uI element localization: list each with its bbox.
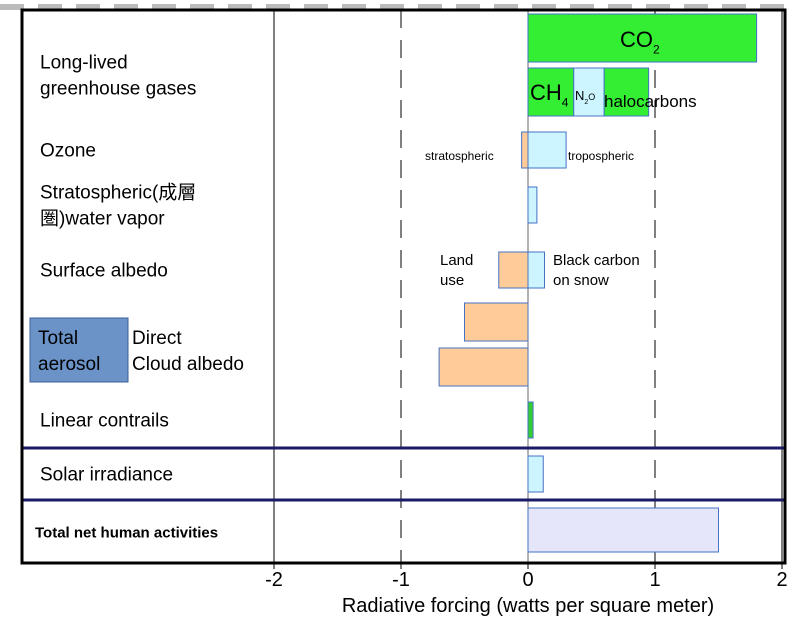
category-label: Linear contrails — [40, 411, 169, 432]
category-label: Total net human activities — [35, 524, 218, 541]
bar — [527, 131, 567, 169]
total-aerosol-box — [29, 317, 129, 383]
category-group-label: aerosol — [38, 354, 100, 375]
bar — [464, 302, 529, 342]
bar-label-tropospheric: tropospheric — [568, 149, 634, 163]
bar — [527, 507, 719, 553]
bar — [603, 67, 650, 117]
category-label: greenhouse gases — [40, 79, 196, 100]
category-label: Cloud albedo — [132, 354, 244, 375]
bar-label-ch4: CH4 — [530, 80, 569, 110]
bar — [527, 186, 538, 224]
category-label: Stratospheric(成層 — [40, 182, 196, 204]
category-label: 圏)water vapor — [40, 209, 165, 230]
bar-label-halocarbons: halocarbons — [604, 92, 697, 111]
bar-label-line: use — [440, 272, 464, 289]
category-label: Direct — [132, 328, 182, 349]
category-label: Ozone — [40, 141, 96, 162]
bar — [527, 13, 758, 63]
bar-label-co2: CO2 — [620, 27, 660, 57]
x-tick-label: -2 — [265, 569, 283, 591]
x-tick-label: 2 — [776, 569, 787, 591]
bar — [521, 131, 529, 169]
bar — [438, 347, 529, 387]
category-label: Surface albedo — [40, 261, 168, 282]
x-tick-label: 0 — [522, 569, 533, 591]
bar — [498, 251, 529, 289]
bar — [527, 401, 534, 439]
bar — [527, 251, 546, 289]
plot-frame — [20, 8, 787, 565]
category-label: Long-lived — [40, 53, 128, 74]
x-axis-title: Radiative forcing (watts per square mete… — [342, 595, 714, 617]
bar-label-n2o: N2O — [575, 88, 595, 106]
bar-label-line: Black carbon — [553, 252, 640, 269]
category-label: Solar irradiance — [40, 465, 173, 486]
bar-label-stratospheric: stratospheric — [425, 149, 494, 163]
bar — [527, 67, 575, 117]
bar — [527, 455, 544, 493]
bar-label-line: Land — [440, 252, 473, 269]
x-tick-label: 1 — [649, 569, 660, 591]
category-group-label: Total — [38, 328, 78, 349]
bar-label-line: on snow — [553, 272, 609, 289]
x-tick-label: -1 — [392, 569, 410, 591]
